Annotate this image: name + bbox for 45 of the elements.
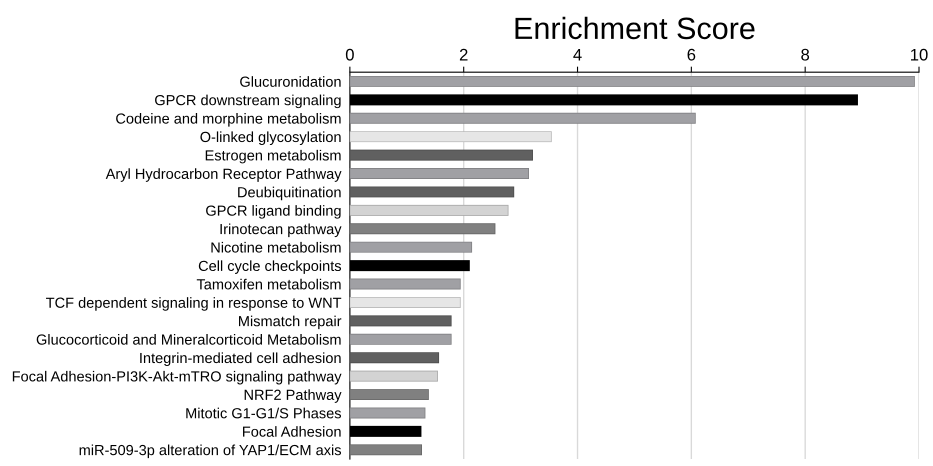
bar (350, 296, 461, 308)
y-tick-label: TCF dependent signaling in response to WNT (46, 297, 342, 311)
bar (350, 278, 461, 290)
bar (350, 444, 422, 456)
bar (350, 389, 429, 400)
bar (350, 168, 529, 180)
x-tick-label: 6 (688, 48, 696, 61)
y-tick-label: Glucocorticoid and Mineralcorticoid Metabolism (36, 334, 341, 345)
bar (350, 76, 915, 87)
y-tick-label: Focal Adhesion-PI3K-Akt-mTRO signaling pathway (12, 370, 342, 384)
bar (350, 370, 438, 382)
bar (350, 223, 496, 234)
chart-title: Enrichment Score (516, 16, 755, 40)
bar (350, 407, 426, 418)
y-tick-label: NRF2 Pathway (244, 389, 342, 403)
bar (350, 352, 440, 364)
y-tick-label: Estrogen metabolism (206, 150, 341, 164)
y-tick-label: Integrin-mediated cell adhesion (140, 352, 341, 366)
y-tick-label: Mismatch repair (239, 316, 342, 330)
x-tick-label: 0 (346, 48, 354, 61)
x-tick-label: 2 (460, 48, 468, 60)
y-tick-label: Glucuronidation (240, 76, 341, 87)
bar (350, 131, 552, 142)
y-tick-label: GPCR ligand binding (206, 205, 341, 219)
y-tick-label: Mitotic G1-G1/S Phases (186, 408, 342, 418)
y-tick-label: Tamoxifen metabolism (196, 278, 341, 290)
bar (350, 242, 472, 253)
y-tick-label: Deubiquitination (238, 186, 341, 200)
bar (350, 334, 452, 345)
bar (350, 315, 452, 326)
y-tick-label: Codeine and morphine metabolism (116, 112, 341, 127)
x-tick-label: 4 (573, 48, 582, 60)
y-tick-label: Cell cycle checkpoints (198, 260, 342, 274)
bar (350, 112, 696, 124)
y-tick-label: O-linked glycosylation (200, 131, 341, 146)
y-tick-label: Aryl Hydrocarbon Receptor Pathway (106, 168, 342, 182)
bar (350, 186, 514, 198)
y-tick-label: Nicotine metabolism (211, 242, 341, 253)
y-tick-label: Irinotecan pathway (220, 224, 342, 238)
y-tick-label: GPCR downstream signaling (155, 94, 341, 108)
y-tick-label: miR-509-3p alteration of YAP1/ECM axis (80, 444, 342, 458)
x-tick-label: 8 (801, 48, 810, 61)
bar (350, 150, 533, 161)
y-tick-label: Focal Adhesion (243, 426, 341, 437)
x-tick-label: 10 (911, 48, 928, 61)
